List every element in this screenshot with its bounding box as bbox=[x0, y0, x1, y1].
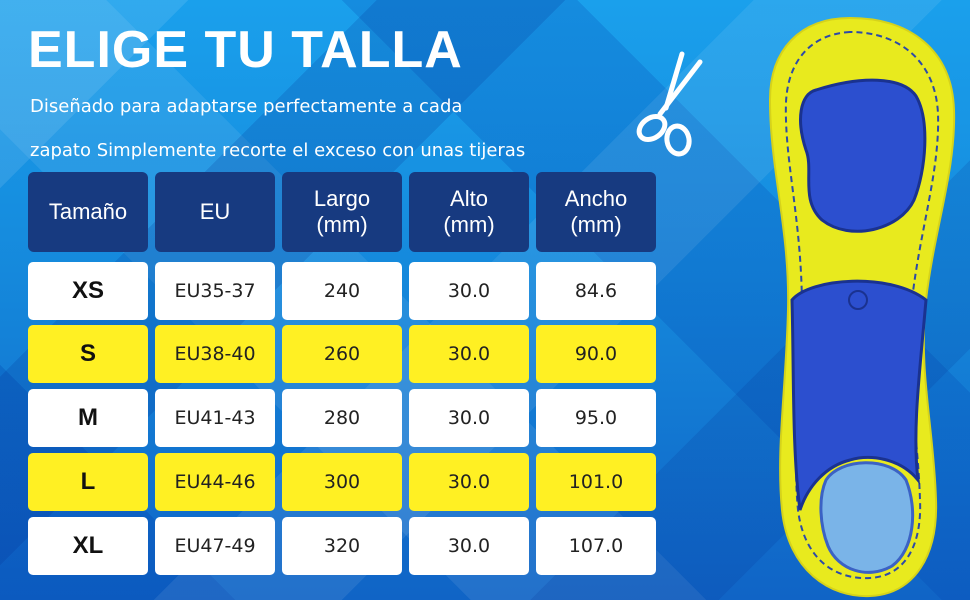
subtitle-line-2: zapato Simplemente recorte el exceso con… bbox=[30, 140, 526, 161]
cell-eu: EU35-37 bbox=[155, 262, 275, 320]
cell-width: 107.0 bbox=[536, 517, 656, 575]
cell-width: 101.0 bbox=[536, 453, 656, 511]
cell-width: 84.6 bbox=[536, 262, 656, 320]
cell-length: 280 bbox=[282, 389, 402, 447]
header-size: Tamaño bbox=[28, 172, 148, 252]
cell-width: 90.0 bbox=[536, 325, 656, 383]
scissors-icon bbox=[636, 51, 703, 157]
header-eu: EU bbox=[155, 172, 275, 252]
headline: ELIGE TU TALLA bbox=[28, 21, 463, 79]
cell-eu: EU41-43 bbox=[155, 389, 275, 447]
cell-size: L bbox=[28, 453, 148, 511]
cell-length: 240 bbox=[282, 262, 402, 320]
cell-height: 30.0 bbox=[409, 325, 529, 383]
header-width-line: (mm) bbox=[570, 212, 622, 237]
header-length-line: Largo bbox=[313, 186, 371, 211]
cell-size: S bbox=[28, 325, 148, 383]
cell-length: 260 bbox=[282, 325, 402, 383]
subtitle-line-1: Diseñado para adaptarse perfectamente a … bbox=[30, 96, 463, 117]
header-width-line: Ancho bbox=[564, 186, 628, 211]
header-width: Ancho (mm) bbox=[536, 172, 656, 252]
cell-height: 30.0 bbox=[409, 262, 529, 320]
header-height: Alto (mm) bbox=[409, 172, 529, 252]
header-height-line: Alto bbox=[450, 186, 488, 211]
cell-width: 95.0 bbox=[536, 389, 656, 447]
cell-eu: EU38-40 bbox=[155, 325, 275, 383]
header-height-line: (mm) bbox=[443, 212, 495, 237]
cell-length: 300 bbox=[282, 453, 402, 511]
cell-size: M bbox=[28, 389, 148, 447]
cell-length: 320 bbox=[282, 517, 402, 575]
insole-product-image bbox=[768, 16, 956, 598]
cell-eu: EU44-46 bbox=[155, 453, 275, 511]
header-length-line: (mm) bbox=[316, 212, 368, 237]
cell-size: XS bbox=[28, 262, 148, 320]
header-length: Largo (mm) bbox=[282, 172, 402, 252]
cell-height: 30.0 bbox=[409, 453, 529, 511]
cell-eu: EU47-49 bbox=[155, 517, 275, 575]
subtitle: Diseñado para adaptarse perfectamente a … bbox=[30, 94, 630, 182]
cell-height: 30.0 bbox=[409, 389, 529, 447]
cell-height: 30.0 bbox=[409, 517, 529, 575]
header-size-line: Tamaño bbox=[48, 199, 128, 224]
cell-size: XL bbox=[28, 517, 148, 575]
header-eu-line: EU bbox=[199, 199, 231, 224]
